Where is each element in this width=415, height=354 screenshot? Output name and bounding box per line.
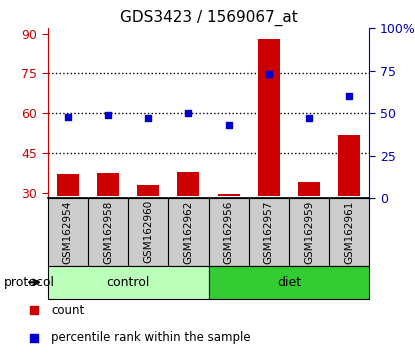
Point <box>145 115 151 121</box>
Text: GSM162958: GSM162958 <box>103 200 113 264</box>
Bar <box>298 182 320 195</box>
Text: percentile rank within the sample: percentile rank within the sample <box>51 331 251 344</box>
Text: GSM162959: GSM162959 <box>304 200 314 264</box>
Text: protocol: protocol <box>4 276 55 289</box>
Point <box>105 112 111 118</box>
Title: GDS3423 / 1569067_at: GDS3423 / 1569067_at <box>120 9 298 25</box>
Bar <box>97 173 119 195</box>
Bar <box>217 194 240 195</box>
Bar <box>137 185 159 195</box>
Point <box>306 115 312 121</box>
Text: count: count <box>51 304 84 317</box>
Text: GSM162956: GSM162956 <box>224 200 234 264</box>
Bar <box>48 266 209 299</box>
Point <box>31 335 37 341</box>
Point <box>185 110 192 116</box>
Bar <box>177 172 200 195</box>
Point <box>346 93 353 99</box>
Text: diet: diet <box>277 276 301 289</box>
Text: GSM162957: GSM162957 <box>264 200 274 264</box>
Text: control: control <box>106 276 150 289</box>
Text: GSM162960: GSM162960 <box>143 200 153 263</box>
Bar <box>57 175 79 195</box>
Point <box>31 308 37 313</box>
Text: GSM162962: GSM162962 <box>183 200 193 264</box>
Text: GSM162954: GSM162954 <box>63 200 73 264</box>
Bar <box>209 266 369 299</box>
Point <box>64 114 71 120</box>
Text: GSM162961: GSM162961 <box>344 200 354 264</box>
Point <box>225 122 232 128</box>
Bar <box>258 39 280 195</box>
Point <box>266 72 272 77</box>
Bar <box>338 135 360 195</box>
